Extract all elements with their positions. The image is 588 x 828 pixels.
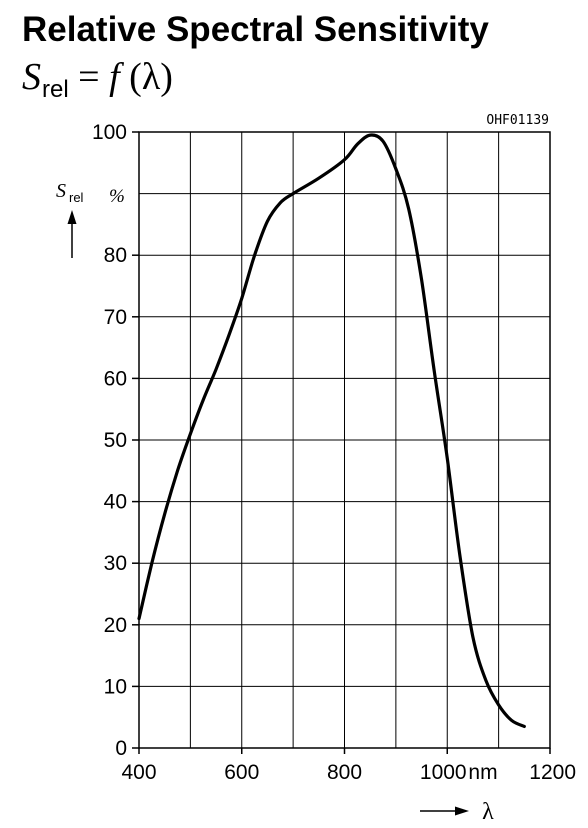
chart-formula: Srel = f (λ) — [22, 56, 173, 102]
y-axis-symbol-subscript: rel — [69, 190, 84, 205]
tick-labels: 0 10 20 30 40 50 60 70 80 100 400 600 800 1000 1200 — [92, 121, 576, 784]
y-axis-unit: % — [109, 186, 125, 207]
chart-title: Relative Spectral Sensitivity — [22, 10, 489, 49]
x-axis-arrow-icon — [420, 806, 469, 816]
figure-code: OHF01139 — [486, 113, 549, 128]
formula-variable: S — [22, 56, 41, 98]
x-tick-label: 1200 — [529, 761, 576, 784]
x-tick-label: 600 — [224, 761, 259, 784]
sensitivity-curve — [137, 133, 526, 728]
y-tick-label: 40 — [104, 491, 127, 514]
formula-equals: = — [68, 56, 110, 98]
y-tick-label: 100 — [92, 121, 127, 144]
x-tick-label: 1000 — [420, 761, 467, 784]
data-series — [137, 133, 526, 728]
y-axis-symbol: S — [56, 180, 66, 202]
formula-function: f — [109, 56, 120, 98]
x-tick-label: 800 — [327, 761, 362, 784]
x-axis-symbol: λ — [482, 799, 494, 825]
x-axis-unit: nm — [468, 761, 497, 784]
y-axis-arrow-icon — [67, 210, 77, 258]
y-tick-label: 70 — [104, 306, 127, 329]
y-tick-label: 10 — [104, 675, 127, 698]
formula-argument: (λ) — [119, 56, 173, 98]
y-tick-label: 60 — [104, 367, 127, 390]
formula-variable-subscript: rel — [42, 76, 69, 103]
y-tick-label: 0 — [115, 737, 127, 760]
y-tick-label: 30 — [104, 552, 127, 575]
y-tick-label: 80 — [104, 244, 127, 267]
y-tick-label: 50 — [104, 429, 127, 452]
y-tick-label: 20 — [104, 614, 127, 637]
grid-lines — [138, 131, 551, 749]
x-tick-label: 400 — [121, 761, 156, 784]
